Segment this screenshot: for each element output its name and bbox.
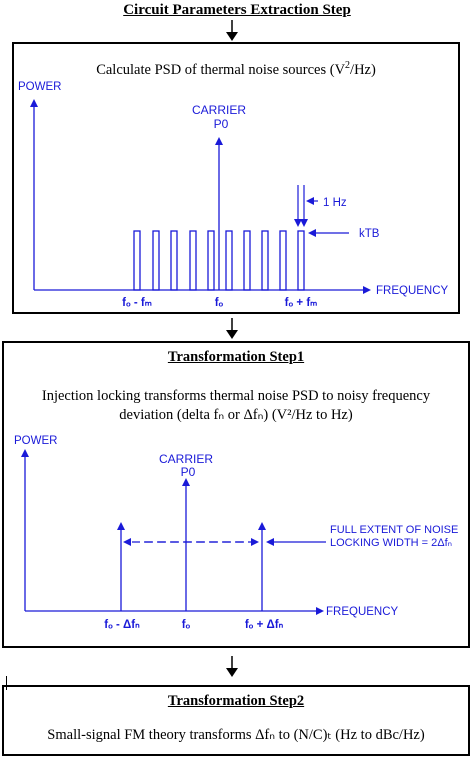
noise-bar	[261, 230, 269, 291]
noise-bar	[243, 230, 251, 291]
psd-diagram: POWER FREQUENCY CARRIER P0 1 Hz kTB fₒ -…	[18, 81, 449, 309]
step2-description: Injection locking transforms thermal noi…	[4, 387, 468, 425]
ktb-label: kTB	[359, 228, 380, 240]
step1-title: Circuit Parameters Extraction Step	[123, 2, 351, 18]
power-label: POWER	[18, 81, 61, 93]
noise-bar	[170, 230, 178, 291]
extent-label-line1: FULL EXTENT OF NOISE	[330, 524, 458, 536]
power-label: POWER	[14, 435, 57, 447]
frequency-label: FREQUENCY	[326, 606, 399, 618]
p0-label: P0	[214, 117, 229, 131]
carrier-label: CARRIER	[159, 452, 213, 466]
step1-desc-superscript: 2	[345, 60, 351, 71]
noise-bar	[133, 230, 141, 291]
tick-fo-plus-fm: fₒ + fₘ	[285, 297, 318, 309]
step1-desc-text: Calculate PSD of thermal noise sources (…	[96, 61, 346, 78]
tick-fo: fₒ	[215, 297, 224, 309]
frequency-label: FREQUENCY	[376, 285, 449, 297]
tick-fo: fₒ	[182, 619, 191, 631]
step1-desc-text-end: /Hz)	[350, 61, 376, 78]
down-arrow-icon	[226, 20, 238, 41]
step2-box: Transformation Step1 Injection locking t…	[2, 341, 470, 648]
step2-desc-line2: deviation (delta fₙ or Δfₙ) (V²/Hz to Hz…	[119, 407, 353, 423]
extent-label-line2: LOCKING WIDTH = 2Δfₙ	[330, 537, 452, 549]
step3-title: Transformation Step2	[167, 693, 305, 709]
step2-title: Transformation Step1	[167, 349, 305, 365]
noise-bar	[279, 230, 287, 291]
step3-box: Transformation Step2 Small-signal FM the…	[2, 685, 470, 756]
tick-fo-minus-fm: fₒ - fₘ	[122, 297, 152, 309]
noise-bar	[207, 230, 215, 291]
tick-fo-minus-dfn: fₒ - Δfₙ	[104, 619, 140, 631]
noise-bar	[152, 230, 160, 291]
noise-bar	[225, 230, 233, 291]
step1-description: Calculate PSD of thermal noise sources (…	[14, 56, 458, 80]
carrier-label: CARRIER	[192, 103, 246, 117]
down-arrow-icon	[226, 318, 238, 339]
deviation-diagram: POWER FREQUENCY CARRIER P0 FULL EXTENT O…	[14, 435, 458, 631]
step3-description: Small-signal FM theory transforms Δfₙ to…	[47, 727, 425, 743]
down-arrow-icon	[226, 656, 238, 677]
noise-bars	[133, 230, 305, 291]
noise-bar	[297, 230, 305, 291]
noise-bar	[189, 230, 197, 291]
step1-box: Calculate PSD of thermal noise sources (…	[12, 42, 460, 314]
p0-label: P0	[181, 465, 196, 479]
tick-fo-plus-dfn: fₒ + Δfₙ	[245, 619, 284, 631]
bandwidth-label: 1 Hz	[323, 197, 347, 209]
text-cursor	[6, 676, 7, 690]
step2-desc-line1: Injection locking transforms thermal noi…	[41, 388, 431, 404]
